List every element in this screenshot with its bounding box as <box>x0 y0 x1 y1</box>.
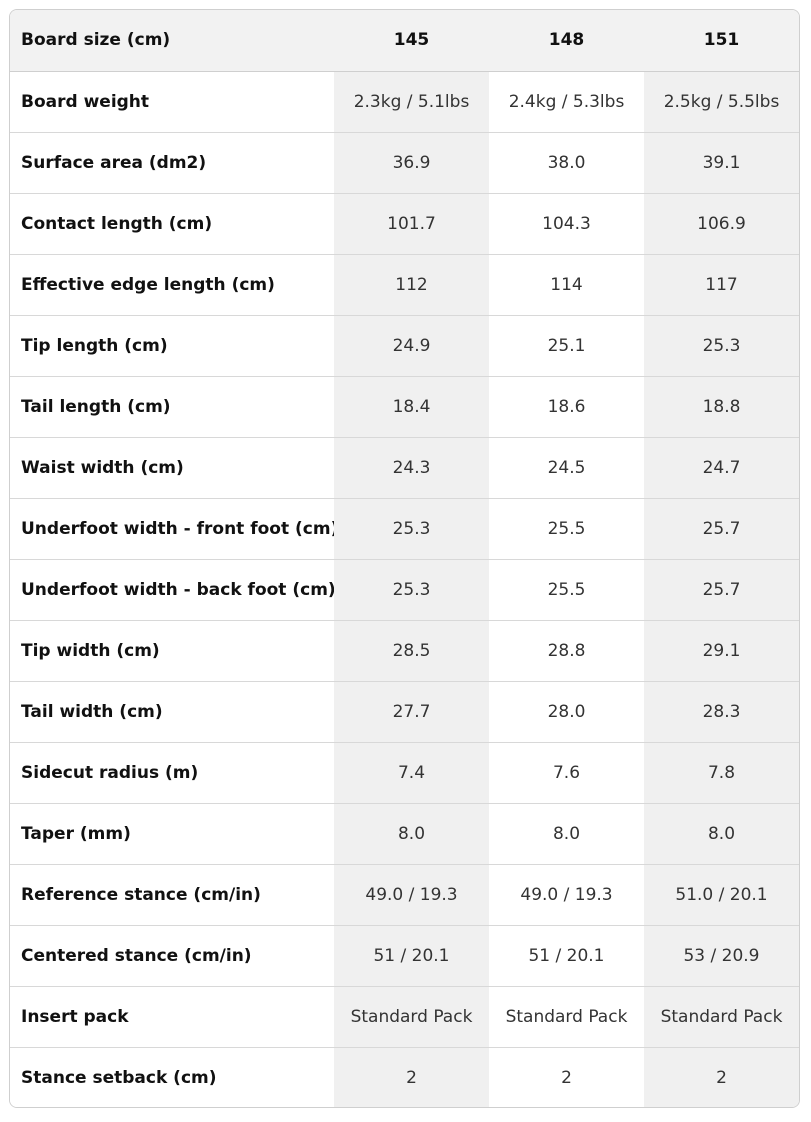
header-row: Board size (cm) 145 148 151 <box>10 10 799 72</box>
row-value: 25.3 <box>334 559 489 621</box>
row-label: Surface area (dm2) <box>10 132 334 194</box>
table-row: Underfoot width - front foot (cm) 25.3 25.… <box>10 498 799 560</box>
row-value: 28.0 <box>489 681 644 743</box>
row-label: Reference stance (cm/in) <box>10 864 334 926</box>
row-value: 38.0 <box>489 132 644 194</box>
row-value: 7.4 <box>334 742 489 804</box>
table-row: Board weight 2.3kg / 5.1lbs 2.4kg / 5.3lbs… <box>10 71 799 133</box>
row-label: Board weight <box>10 71 334 133</box>
row-value: 24.9 <box>334 315 489 377</box>
row-value: 51 / 20.1 <box>489 925 644 987</box>
row-label: Insert pack <box>10 986 334 1048</box>
table-row: Insert pack Standard Pack Standard Pack Sta… <box>10 986 799 1048</box>
row-value: 101.7 <box>334 193 489 255</box>
table-row: Taper (mm) 8.0 8.0 8.0 <box>10 803 799 865</box>
row-value: 51.0 / 20.1 <box>644 864 799 926</box>
row-label: Underfoot width - front foot (cm) <box>10 498 334 560</box>
row-value: 18.8 <box>644 376 799 438</box>
row-value: 24.5 <box>489 437 644 499</box>
row-value: 8.0 <box>489 803 644 865</box>
row-value: 28.3 <box>644 681 799 743</box>
header-size-148: 148 <box>489 10 644 72</box>
row-value: 25.3 <box>334 498 489 560</box>
row-value: 27.7 <box>334 681 489 743</box>
row-value: Standard Pack <box>644 986 799 1048</box>
row-value: 2.3kg / 5.1lbs <box>334 71 489 133</box>
row-value: 2 <box>334 1047 489 1107</box>
row-value: 25.5 <box>489 498 644 560</box>
row-value: 24.7 <box>644 437 799 499</box>
row-value: Standard Pack <box>334 986 489 1048</box>
row-value: 49.0 / 19.3 <box>334 864 489 926</box>
table-row: Tip length (cm) 24.9 25.1 25.3 <box>10 315 799 377</box>
row-value: 24.3 <box>334 437 489 499</box>
table-row: Centered stance (cm/in) 51 / 20.1 51 / 20.… <box>10 925 799 987</box>
row-label: Tail width (cm) <box>10 681 334 743</box>
row-value: 8.0 <box>644 803 799 865</box>
table-row: Effective edge length (cm) 112 114 117 <box>10 254 799 316</box>
header-label: Board size (cm) <box>10 10 334 72</box>
row-value: 25.3 <box>644 315 799 377</box>
row-value: 8.0 <box>334 803 489 865</box>
row-label: Stance setback (cm) <box>10 1047 334 1107</box>
table-row: Tip width (cm) 28.5 28.8 29.1 <box>10 620 799 682</box>
row-value: 104.3 <box>489 193 644 255</box>
row-value: 39.1 <box>644 132 799 194</box>
row-value: 36.9 <box>334 132 489 194</box>
row-value: 2 <box>644 1047 799 1107</box>
row-label: Taper (mm) <box>10 803 334 865</box>
table-row: Underfoot width - back foot (cm) 25.3 25.5… <box>10 559 799 621</box>
row-label: Centered stance (cm/in) <box>10 925 334 987</box>
table-row: Contact length (cm) 101.7 104.3 106.9 <box>10 193 799 255</box>
row-label: Tip length (cm) <box>10 315 334 377</box>
header-size-145: 145 <box>334 10 489 72</box>
row-value: 28.8 <box>489 620 644 682</box>
row-label: Contact length (cm) <box>10 193 334 255</box>
row-value: 2.4kg / 5.3lbs <box>489 71 644 133</box>
row-value: 7.6 <box>489 742 644 804</box>
table-row: Sidecut radius (m) 7.4 7.6 7.8 <box>10 742 799 804</box>
row-value: 29.1 <box>644 620 799 682</box>
row-label: Tip width (cm) <box>10 620 334 682</box>
table-row: Waist width (cm) 24.3 24.5 24.7 <box>10 437 799 499</box>
row-value: 25.5 <box>489 559 644 621</box>
row-value: 25.7 <box>644 498 799 560</box>
row-label: Sidecut radius (m) <box>10 742 334 804</box>
row-label: Underfoot width - back foot (cm) <box>10 559 334 621</box>
table-row: Reference stance (cm/in) 49.0 / 19.3 49.0 … <box>10 864 799 926</box>
board-spec-table: Board size (cm) 145 148 151 Board weight… <box>10 10 799 1107</box>
row-value: 53 / 20.9 <box>644 925 799 987</box>
row-value: 25.7 <box>644 559 799 621</box>
row-value: 112 <box>334 254 489 316</box>
row-value: 25.1 <box>489 315 644 377</box>
row-label: Tail length (cm) <box>10 376 334 438</box>
table-row: Tail length (cm) 18.4 18.6 18.8 <box>10 376 799 438</box>
row-value: 51 / 20.1 <box>334 925 489 987</box>
row-label: Waist width (cm) <box>10 437 334 499</box>
row-value: 7.8 <box>644 742 799 804</box>
spec-table-header: Board size (cm) 145 148 151 <box>10 10 799 72</box>
header-size-151: 151 <box>644 10 799 72</box>
row-value: 18.6 <box>489 376 644 438</box>
row-value: 18.4 <box>334 376 489 438</box>
table-row: Stance setback (cm) 2 2 2 <box>10 1047 799 1107</box>
row-value: Standard Pack <box>489 986 644 1048</box>
row-value: 114 <box>489 254 644 316</box>
spec-table-container: Board size (cm) 145 148 151 Board weight… <box>9 9 800 1108</box>
row-value: 49.0 / 19.3 <box>489 864 644 926</box>
row-value: 28.5 <box>334 620 489 682</box>
spec-table-body: Board weight 2.3kg / 5.1lbs 2.4kg / 5.3lbs… <box>10 71 799 1107</box>
row-value: 117 <box>644 254 799 316</box>
row-label: Effective edge length (cm) <box>10 254 334 316</box>
table-row: Surface area (dm2) 36.9 38.0 39.1 <box>10 132 799 194</box>
row-value: 2.5kg / 5.5lbs <box>644 71 799 133</box>
table-row: Tail width (cm) 27.7 28.0 28.3 <box>10 681 799 743</box>
row-value: 2 <box>489 1047 644 1107</box>
row-value: 106.9 <box>644 193 799 255</box>
